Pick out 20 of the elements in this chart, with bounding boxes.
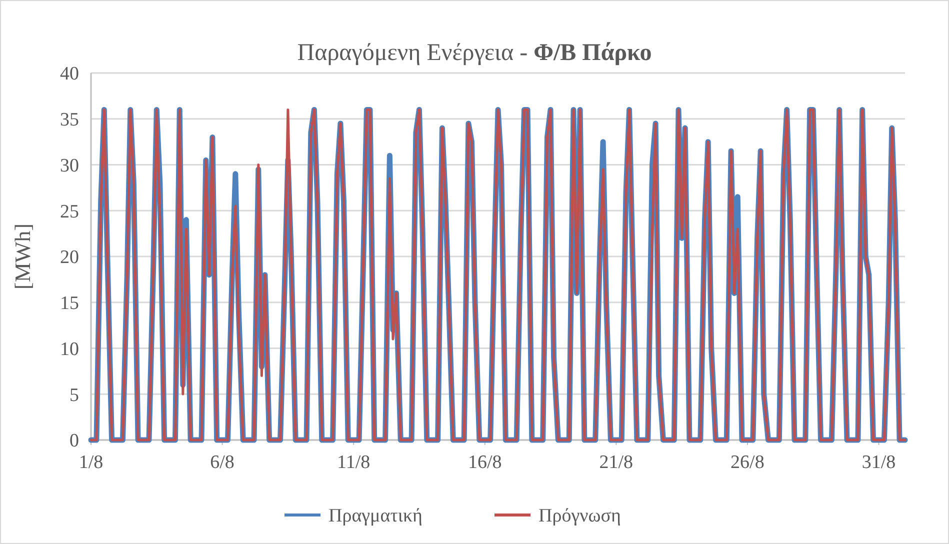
legend-label: Πρόγνωση xyxy=(538,506,621,527)
x-tick-label: 16/8 xyxy=(468,452,502,473)
y-tick-label: 15 xyxy=(60,293,79,314)
x-tick-label: 31/8 xyxy=(862,452,896,473)
x-tick-label: 21/8 xyxy=(599,452,634,473)
y-tick-label: 5 xyxy=(70,384,79,406)
legend-label: Πραγματική xyxy=(328,506,422,527)
y-tick-label: 35 xyxy=(60,110,79,131)
y-tick-label: 0 xyxy=(70,430,79,452)
chart-title: Παραγόμενη Ενέργεια - Φ/Β Πάρκο xyxy=(297,40,652,66)
y-tick-label: 10 xyxy=(60,338,79,360)
x-tick-label: 6/8 xyxy=(210,452,234,473)
x-tick-label: 26/8 xyxy=(730,452,764,473)
x-tick-label: 11/8 xyxy=(337,452,370,473)
y-tick-label: 30 xyxy=(60,155,79,176)
y-tick-label: 20 xyxy=(60,247,79,268)
x-tick-label: 1/8 xyxy=(78,452,104,473)
y-tick-label: 25 xyxy=(60,201,79,222)
y-tick-label: 40 xyxy=(60,64,79,85)
y-axis-title: [MWh] xyxy=(10,224,35,290)
